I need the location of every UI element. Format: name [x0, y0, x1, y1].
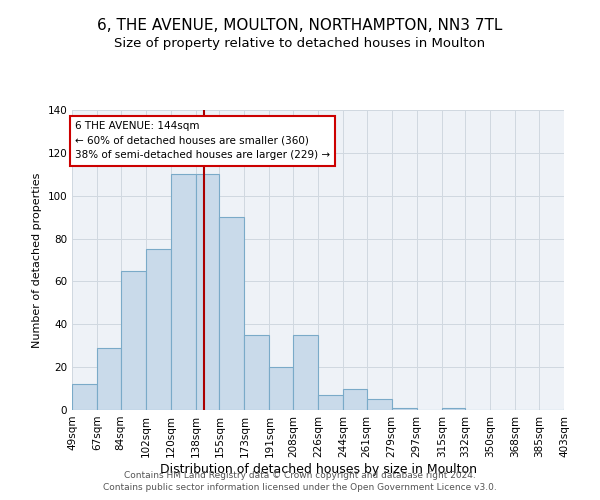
Bar	[564, 408, 589, 410]
Bar	[343, 388, 367, 410]
Y-axis label: Number of detached properties: Number of detached properties	[32, 172, 42, 348]
Text: Contains HM Land Registry data © Crown copyright and database right 2024.: Contains HM Land Registry data © Crown c…	[124, 472, 476, 480]
Text: Contains public sector information licensed under the Open Government Licence v3: Contains public sector information licen…	[103, 483, 497, 492]
Text: Size of property relative to detached houses in Moulton: Size of property relative to detached ho…	[115, 38, 485, 51]
Bar	[318, 395, 343, 410]
Bar	[269, 367, 293, 410]
X-axis label: Distribution of detached houses by size in Moulton: Distribution of detached houses by size …	[160, 462, 476, 475]
Bar	[220, 217, 244, 410]
Bar	[72, 384, 97, 410]
Bar	[196, 174, 220, 410]
Bar	[244, 335, 269, 410]
Bar	[121, 270, 146, 410]
Bar	[442, 408, 466, 410]
Bar	[367, 400, 392, 410]
Bar	[146, 250, 170, 410]
Text: 6 THE AVENUE: 144sqm
← 60% of detached houses are smaller (360)
38% of semi-deta: 6 THE AVENUE: 144sqm ← 60% of detached h…	[75, 120, 330, 160]
Bar	[293, 335, 318, 410]
Text: 6, THE AVENUE, MOULTON, NORTHAMPTON, NN3 7TL: 6, THE AVENUE, MOULTON, NORTHAMPTON, NN3…	[97, 18, 503, 32]
Bar	[392, 408, 416, 410]
Bar	[97, 348, 121, 410]
Bar	[170, 174, 196, 410]
